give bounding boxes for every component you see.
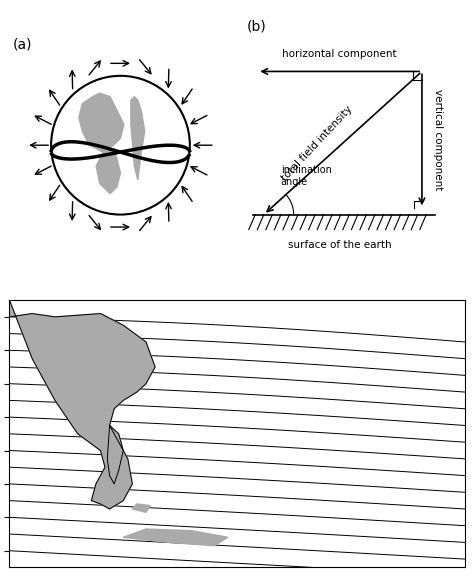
Circle shape — [51, 76, 190, 215]
Text: (a): (a) — [13, 38, 32, 52]
Polygon shape — [123, 529, 228, 546]
Text: (b): (b) — [246, 20, 266, 34]
Text: horizontal component: horizontal component — [283, 49, 397, 58]
Polygon shape — [107, 426, 123, 484]
Polygon shape — [96, 149, 120, 194]
Polygon shape — [9, 300, 155, 509]
Polygon shape — [132, 504, 151, 512]
Text: total field intensity: total field intensity — [280, 104, 355, 182]
Text: vertical component: vertical component — [433, 89, 443, 190]
Text: surface of the earth: surface of the earth — [288, 240, 392, 250]
Polygon shape — [79, 93, 124, 152]
Polygon shape — [131, 97, 145, 180]
Text: inclination
angle: inclination angle — [281, 165, 332, 187]
